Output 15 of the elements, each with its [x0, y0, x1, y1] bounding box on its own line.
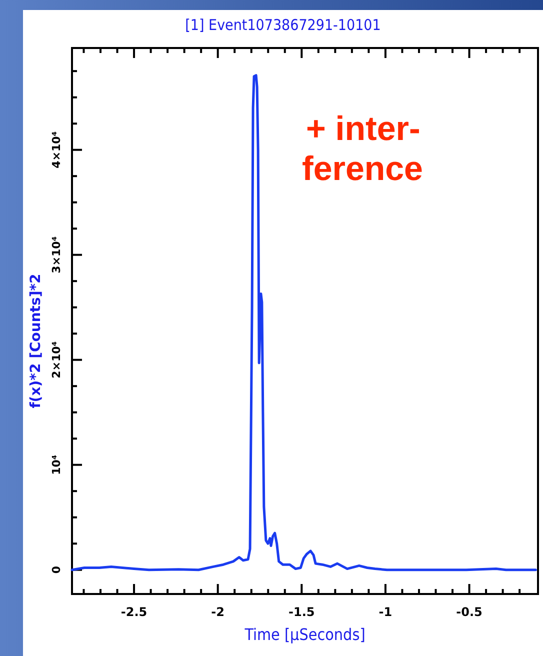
x-axis-title: Time [μSeconds]: [244, 625, 366, 644]
x-tick-label: -1.5: [288, 605, 315, 619]
annotation: + inter- ference: [302, 110, 423, 188]
x-tick-label: -1: [378, 605, 392, 619]
chart-title: [1] Event1073867291-10101: [185, 16, 381, 34]
y-axis-title: f(x)*2 [Counts]*2: [28, 274, 44, 408]
x-tick-label: -2.5: [120, 605, 148, 619]
y-tick-label: 0: [50, 566, 63, 574]
y-tick-label: 3×10⁴: [50, 236, 63, 274]
y-tick-label: 10⁴: [50, 454, 63, 475]
x-tick-label: -2: [211, 605, 225, 619]
y-tick-label: 4×10⁴: [50, 131, 63, 168]
line-series: [70, 74, 537, 572]
y-tick-label: 2×10⁴: [50, 341, 63, 378]
x-tick-label: -0.5: [456, 605, 482, 619]
